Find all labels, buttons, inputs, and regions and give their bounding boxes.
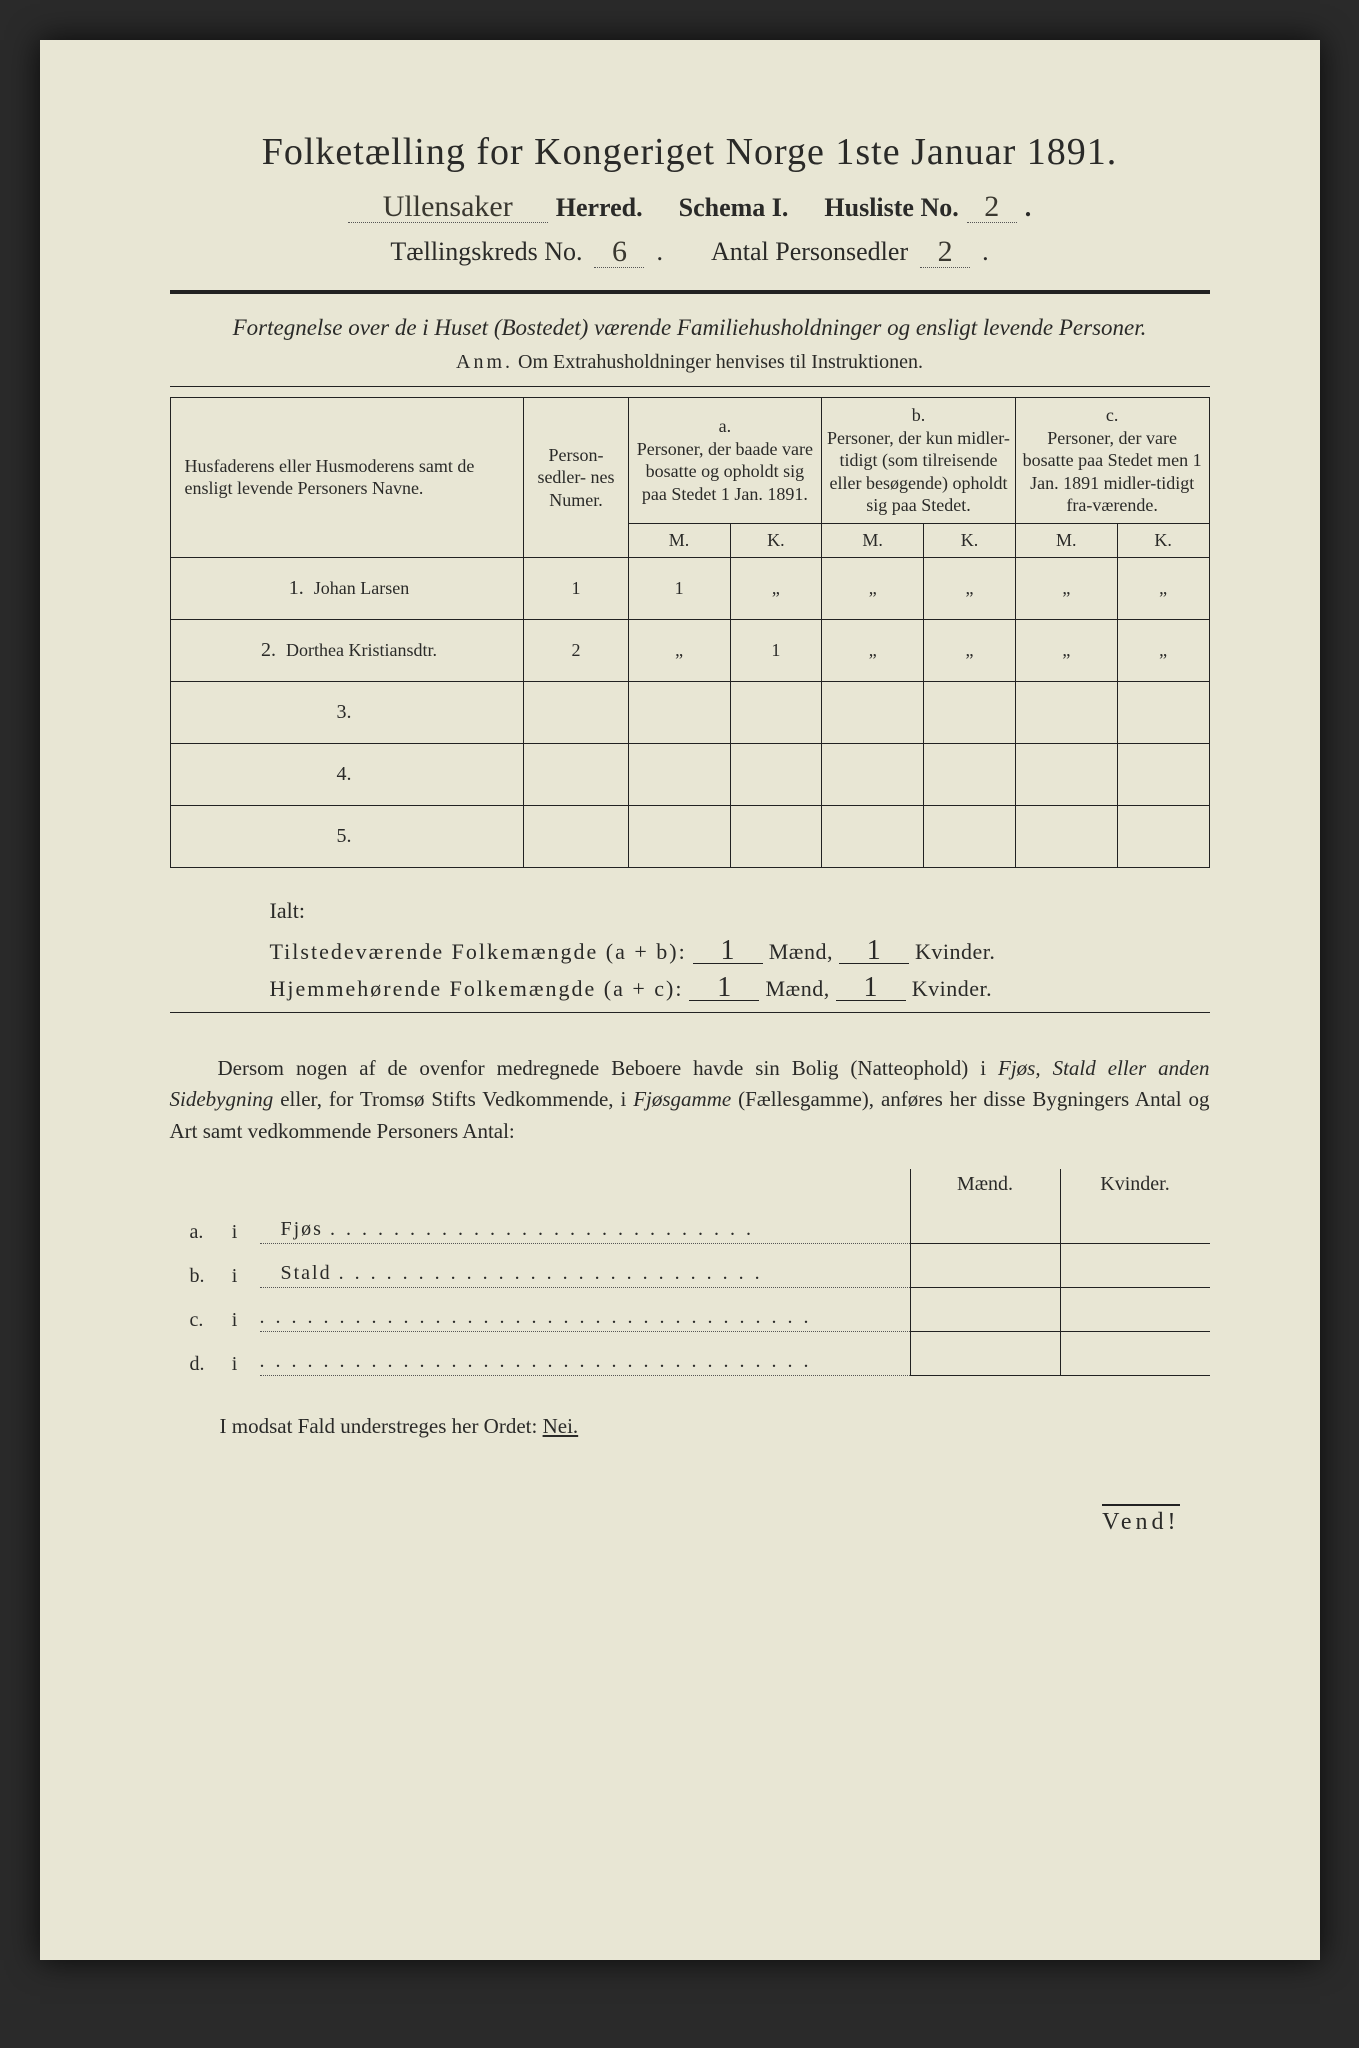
header-row-1: Ullensaker Herred. Schema I. Husliste No… bbox=[170, 192, 1210, 223]
b-k: „ bbox=[924, 557, 1016, 619]
ialt-label: Ialt: bbox=[270, 898, 1210, 924]
table-row: 4. bbox=[170, 743, 1209, 805]
th-name: Husfaderens eller Husmoderens samt de en… bbox=[170, 398, 524, 558]
name-cell: 3. bbox=[170, 681, 524, 743]
c-k: „ bbox=[1117, 619, 1209, 681]
b-k bbox=[924, 681, 1016, 743]
kreds-label: Tællingskreds No. bbox=[390, 237, 582, 268]
census-form-page: Folketælling for Kongeriget Norge 1ste J… bbox=[40, 40, 1320, 1960]
name-cell: 4. bbox=[170, 743, 524, 805]
anm-text: Om Extrahusholdninger henvises til Instr… bbox=[518, 351, 923, 373]
a-m: 1 bbox=[628, 557, 730, 619]
herred-label: Herred. bbox=[556, 193, 643, 223]
building-row: d.i. . . . . . . . . . . . . . . . . . .… bbox=[170, 1332, 1210, 1376]
nei-word: Nei. bbox=[543, 1414, 579, 1438]
vend-label: Vend! bbox=[170, 1509, 1210, 1536]
nei-line: I modsat Fald understreges her Ordet: Ne… bbox=[220, 1414, 1210, 1439]
c-k bbox=[1117, 805, 1209, 867]
page-title: Folketælling for Kongeriget Norge 1ste J… bbox=[170, 130, 1210, 174]
c-m bbox=[1015, 743, 1117, 805]
th-num: Person- sedler- nes Numer. bbox=[524, 398, 628, 558]
num-cell: 2 bbox=[524, 619, 628, 681]
b-m: „ bbox=[822, 557, 924, 619]
building-row: b.i Stald . . . . . . . . . . . . . . . … bbox=[170, 1244, 1210, 1288]
c-m: „ bbox=[1015, 557, 1117, 619]
totals-block: Ialt: Tilstedeværende Folkemængde (a + b… bbox=[270, 898, 1210, 1002]
kreds-value: 6 bbox=[594, 237, 644, 268]
building-para: Dersom nogen af de ovenfor medregnede Be… bbox=[170, 1053, 1210, 1148]
a-m bbox=[628, 805, 730, 867]
totals-row-1: Tilstedeværende Folkemængde (a + b): 1 M… bbox=[270, 938, 1210, 965]
anm-line: Anm. Om Extrahusholdninger henvises til … bbox=[170, 351, 1210, 374]
name-cell: 1.Johan Larsen bbox=[170, 557, 524, 619]
a-m bbox=[628, 681, 730, 743]
a-k bbox=[730, 681, 822, 743]
name-cell: 2.Dorthea Kristiansdtr. bbox=[170, 619, 524, 681]
th-a-k: K. bbox=[730, 523, 822, 557]
b-m: „ bbox=[822, 619, 924, 681]
num-cell: 1 bbox=[524, 557, 628, 619]
c-k bbox=[1117, 681, 1209, 743]
rule-1 bbox=[170, 290, 1210, 294]
b-k: „ bbox=[924, 619, 1016, 681]
anm-label: Anm. bbox=[456, 351, 513, 373]
table-row: 2.Dorthea Kristiansdtr.2„1„„„„ bbox=[170, 619, 1209, 681]
th-b: b. Personer, der kun midler-tidigt (som … bbox=[822, 398, 1016, 524]
antal-label: Antal Personsedler bbox=[711, 237, 908, 268]
num-cell bbox=[524, 743, 628, 805]
b-m bbox=[822, 743, 924, 805]
c-k: „ bbox=[1117, 557, 1209, 619]
header-row-2: Tællingskreds No. 6 . Antal Personsedler… bbox=[170, 237, 1210, 268]
num-cell bbox=[524, 805, 628, 867]
c-m bbox=[1015, 805, 1117, 867]
th-a: a. Personer, der baade vare bosatte og o… bbox=[628, 398, 822, 524]
a-k bbox=[730, 805, 822, 867]
intro-italic: Fortegnelse over de i Huset (Bostedet) v… bbox=[170, 312, 1210, 343]
c-m bbox=[1015, 681, 1117, 743]
th-b-k: K. bbox=[924, 523, 1016, 557]
num-cell bbox=[524, 681, 628, 743]
bt-head-kvinder: Kvinder. bbox=[1060, 1169, 1210, 1200]
building-table: Mænd. Kvinder. a.i Fjøs . . . . . . . . … bbox=[170, 1169, 1210, 1376]
r2-kvinder: 1 bbox=[836, 975, 906, 1001]
rule-3 bbox=[170, 1012, 1210, 1013]
c-k bbox=[1117, 743, 1209, 805]
th-a-m: M. bbox=[628, 523, 730, 557]
bt-head: Mænd. Kvinder. bbox=[170, 1169, 1210, 1200]
name-cell: 5. bbox=[170, 805, 524, 867]
totals-row-2: Hjemmehørende Folkemængde (a + c): 1 Mæn… bbox=[270, 975, 1210, 1002]
b-m bbox=[822, 805, 924, 867]
table-row: 3. bbox=[170, 681, 1209, 743]
antal-value: 2 bbox=[920, 237, 970, 268]
a-k bbox=[730, 743, 822, 805]
b-m bbox=[822, 681, 924, 743]
husliste-value: 2 bbox=[967, 192, 1017, 223]
th-b-m: M. bbox=[822, 523, 924, 557]
r1-kvinder: 1 bbox=[839, 938, 909, 964]
schema-label: Schema I. bbox=[679, 193, 789, 223]
a-m: „ bbox=[628, 619, 730, 681]
b-k bbox=[924, 743, 1016, 805]
building-row: c.i. . . . . . . . . . . . . . . . . . .… bbox=[170, 1288, 1210, 1332]
th-c: c. Personer, der vare bosatte paa Stedet… bbox=[1015, 398, 1209, 524]
a-k: „ bbox=[730, 557, 822, 619]
table-row: 5. bbox=[170, 805, 1209, 867]
b-k bbox=[924, 805, 1016, 867]
table-row: 1.Johan Larsen11„„„„„ bbox=[170, 557, 1209, 619]
a-k: 1 bbox=[730, 619, 822, 681]
th-c-m: M. bbox=[1015, 523, 1117, 557]
a-m bbox=[628, 743, 730, 805]
main-table: Husfaderens eller Husmoderens samt de en… bbox=[170, 397, 1210, 868]
husliste-label: Husliste No. bbox=[824, 193, 958, 223]
th-c-k: K. bbox=[1117, 523, 1209, 557]
bt-head-maend: Mænd. bbox=[910, 1169, 1060, 1200]
rule-2 bbox=[170, 386, 1210, 387]
building-row: a.i Fjøs . . . . . . . . . . . . . . . .… bbox=[170, 1200, 1210, 1244]
herred-value: Ullensaker bbox=[348, 192, 548, 223]
c-m: „ bbox=[1015, 619, 1117, 681]
r1-maend: 1 bbox=[693, 938, 763, 964]
r2-maend: 1 bbox=[689, 975, 759, 1001]
